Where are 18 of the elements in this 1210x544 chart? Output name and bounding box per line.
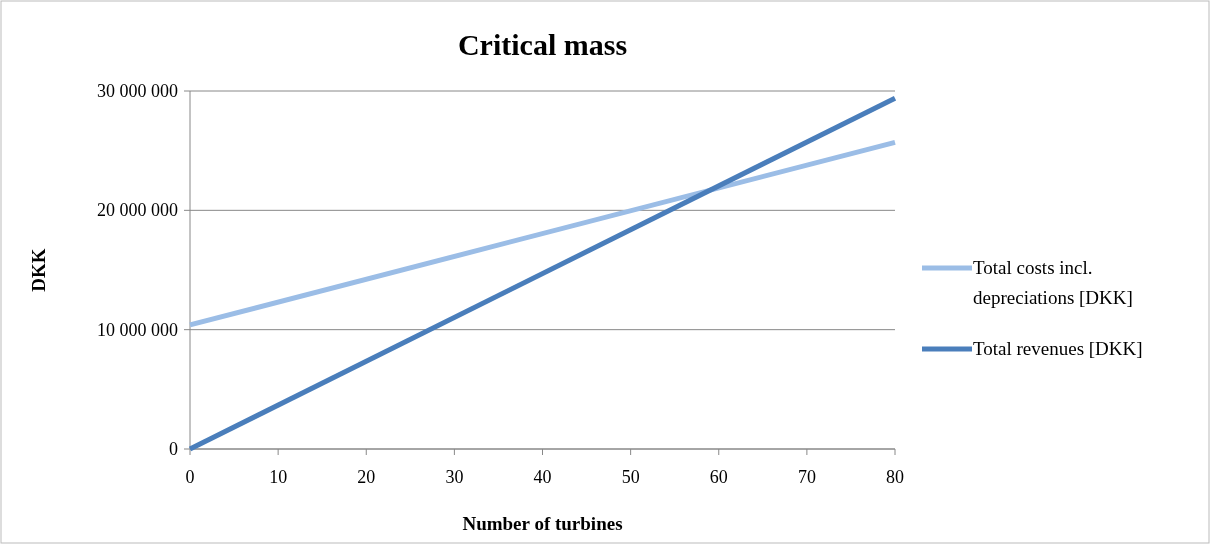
x-tick-label: 20 [357,467,376,487]
chart-title: Critical mass [457,28,628,61]
x-tick-label: 50 [621,467,640,487]
x-tick-label: 70 [797,467,816,487]
y-tick-label: 0 [169,439,178,459]
legend-label: Total revenues [DKK] [973,338,1143,359]
x-tick-label: 0 [185,467,195,487]
y-axis-title: DKK [28,248,49,292]
x-tick-label: 40 [533,467,552,487]
x-tick-label: 60 [709,467,728,487]
legend-label: Total costs incl. depreciations [DKK] [973,257,1133,308]
x-tick-label: 80 [886,467,904,487]
x-tick-label: 30 [445,467,464,487]
y-tick-label: 30 000 000 [97,81,178,101]
y-tick-label: 20 000 000 [97,200,178,221]
y-tick-label: 10 000 000 [97,319,178,340]
x-axis-title: Number of turbines [462,513,623,534]
x-tick-label: 10 [269,467,288,487]
